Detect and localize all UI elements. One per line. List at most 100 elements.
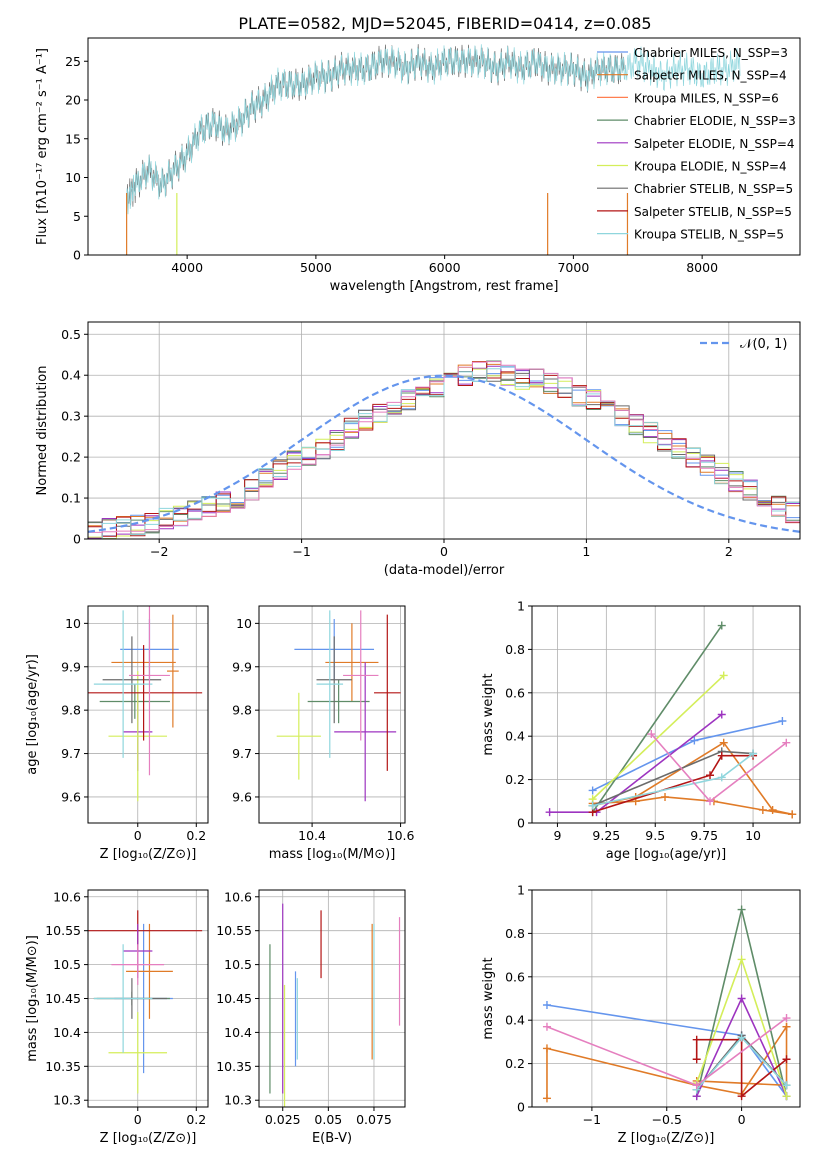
histogram-step xyxy=(88,366,800,539)
y-tick-label: 0.3 xyxy=(61,409,81,424)
y-tick-label: 5 xyxy=(73,209,81,224)
y-tick-label: 10.6 xyxy=(224,889,252,904)
y-tick-label: 9.7 xyxy=(61,746,81,761)
y-tick-label: 0.4 xyxy=(505,729,525,744)
legend-label: Chabrier STELIB, N_SSP=5 xyxy=(634,182,793,196)
data-point xyxy=(737,955,746,964)
x-tick-label: 9.25 xyxy=(592,828,620,843)
legend-label: 𝒩(0, 1) xyxy=(740,337,787,352)
y-tick-label: 0.2 xyxy=(61,450,81,465)
legend-label: Salpeter MILES, N_SSP=4 xyxy=(634,69,787,83)
y-tick-label: 9.6 xyxy=(232,789,252,804)
histogram-step xyxy=(88,365,800,539)
data-point xyxy=(758,805,767,814)
y-tick-label: 0 xyxy=(517,816,525,831)
axes-frame xyxy=(87,605,209,824)
y-tick-label: 0 xyxy=(73,532,81,547)
y-axis-label: mass weight xyxy=(481,957,496,1039)
plot-area xyxy=(532,890,800,1107)
x-tick-label: 6000 xyxy=(429,260,461,275)
axes-frame xyxy=(258,605,406,824)
data-point xyxy=(788,810,797,819)
y-tick-label: 9.6 xyxy=(61,789,81,804)
data-point xyxy=(717,751,726,760)
x-axis-label: Z [log₁₀(Z/Z⊙)] xyxy=(100,847,197,862)
plot-area xyxy=(259,606,405,823)
x-tick-label: 7000 xyxy=(557,260,589,275)
data-point xyxy=(717,773,726,782)
data-point xyxy=(782,1055,791,1064)
x-tick-label: −0.5 xyxy=(652,1112,682,1127)
y-tick-label: 0 xyxy=(517,1100,525,1115)
legend-label: Salpeter ELODIE, N_SSP=4 xyxy=(634,137,795,151)
data-point xyxy=(706,797,715,806)
x-axis-label: E(B-V) xyxy=(312,1131,352,1146)
y-tick-label: 10.5 xyxy=(224,957,252,972)
y-tick-label: 10 xyxy=(65,616,81,631)
plot-area xyxy=(88,322,800,539)
panel-age-vs-mass: 10.4 10.6 9.6 9.7 9.8 9.9 10 mass [log₁₀(M/M⊙)] xyxy=(232,605,415,862)
x-tick-label: 8000 xyxy=(686,260,718,275)
x-tick-label: −1 xyxy=(583,1112,601,1127)
y-axis-label: Normed distribution xyxy=(35,366,50,496)
x-axis-label: Z [log₁₀(Z/Z⊙)] xyxy=(618,1131,715,1146)
x-tick-label: 10.4 xyxy=(298,828,326,843)
weight-line xyxy=(591,625,723,813)
y-tick-label: 10 xyxy=(236,616,252,631)
y-tick-label: 0.4 xyxy=(505,1013,525,1028)
x-tick-label: 0.2 xyxy=(186,828,206,843)
y-tick-label: 10.45 xyxy=(45,991,81,1006)
y-tick-label: 0.6 xyxy=(505,685,525,700)
x-tick-label: 9.75 xyxy=(690,828,718,843)
gaussian-curve xyxy=(88,374,800,533)
data-point xyxy=(782,1092,791,1101)
data-point xyxy=(588,801,597,810)
y-tick-label: 0.8 xyxy=(505,642,525,657)
panel-weight-vs-Z: −1 −0.5 0 0 0.2 0.4 0.6 0.8 1 Z [log₁₀(Z/Z⊙)] mass… xyxy=(481,883,801,1146)
y-tick-label: 25 xyxy=(65,54,81,69)
y-axis-label: Flux [fλ10⁻¹⁷ erg cm⁻² s⁻¹ A⁻¹] xyxy=(35,48,50,245)
x-tick-label: 0 xyxy=(134,1112,142,1127)
panel-age-vs-Z: 0 0.2 9.6 9.7 9.8 9.9 10 Z [log₁₀(Z/Z⊙)] age [lo… xyxy=(25,605,209,862)
data-point xyxy=(542,1094,551,1103)
data-point xyxy=(690,736,699,745)
data-point xyxy=(749,749,758,758)
x-tick-label: 0.075 xyxy=(356,1112,392,1127)
y-tick-label: 10.3 xyxy=(53,1093,81,1108)
y-tick-label: 10.55 xyxy=(216,923,252,938)
spectrum-line xyxy=(126,44,741,215)
y-tick-label: 0.8 xyxy=(505,926,525,941)
x-tick-label: −1 xyxy=(292,544,310,559)
legend-label: Kroupa STELIB, N_SSP=5 xyxy=(634,228,784,242)
data-point xyxy=(692,1055,701,1064)
x-tick-label: 0 xyxy=(440,544,448,559)
data-point xyxy=(692,1081,701,1090)
data-point xyxy=(542,1022,551,1031)
data-point xyxy=(542,1044,551,1053)
x-tick-label: −2 xyxy=(150,544,168,559)
x-tick-label: 4000 xyxy=(171,260,203,275)
plot-area xyxy=(88,606,208,823)
x-tick-label: 5000 xyxy=(300,260,332,275)
x-tick-label: 0.025 xyxy=(265,1112,301,1127)
plot-area xyxy=(88,890,208,1107)
panel-residuals: −2 −1 0 1 2 0 0.1 0.2 0.3 0.4 0.5 (data-model)/erro… xyxy=(35,321,801,578)
y-tick-label: 9.8 xyxy=(61,703,81,718)
y-tick-label: 0.4 xyxy=(61,368,81,383)
x-tick-label: 0.05 xyxy=(314,1112,342,1127)
y-axis-label: mass [log₁₀(M/M⊙)] xyxy=(25,935,40,1062)
data-point xyxy=(782,1014,791,1023)
data-point xyxy=(737,1092,746,1101)
data-point xyxy=(782,1022,791,1031)
x-tick-label: 9.5 xyxy=(645,828,665,843)
y-tick-label: 1 xyxy=(517,883,525,898)
plot-area xyxy=(259,890,405,1107)
legend-label: Chabrier ELODIE, N_SSP=3 xyxy=(634,114,796,128)
y-tick-label: 10.45 xyxy=(216,991,252,1006)
weight-line xyxy=(650,733,787,803)
y-tick-label: 15 xyxy=(65,131,81,146)
x-axis-label: wavelength [Angstrom, rest frame] xyxy=(330,279,559,294)
axes-frame xyxy=(87,37,801,256)
data-point xyxy=(661,792,670,801)
y-tick-label: 10.4 xyxy=(224,1025,252,1040)
